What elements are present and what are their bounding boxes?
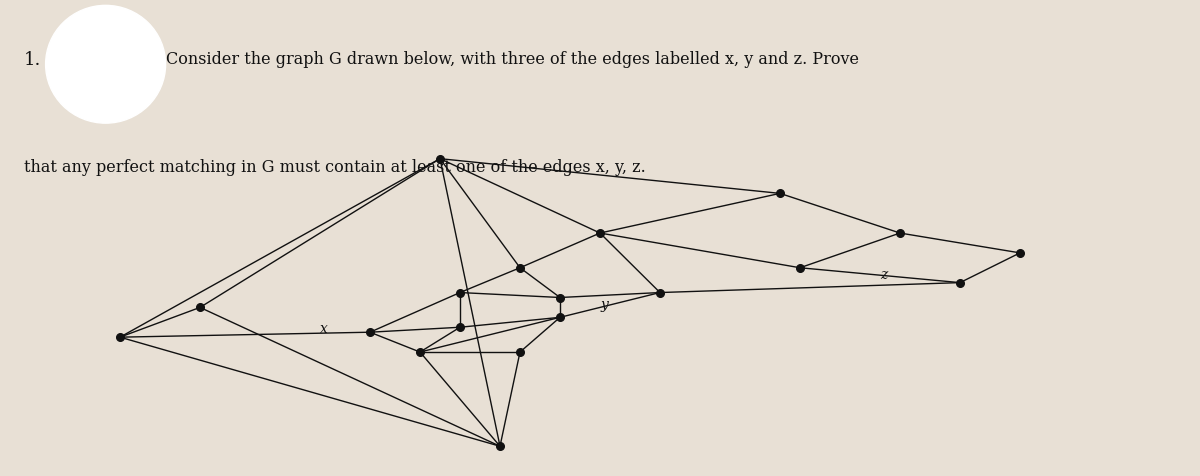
Ellipse shape — [46, 5, 166, 123]
Text: z: z — [881, 268, 888, 282]
Text: that any perfect matching in G must contain at least one of the edges x, y, z.: that any perfect matching in G must cont… — [24, 159, 646, 176]
Text: y: y — [600, 298, 608, 312]
Text: 1.: 1. — [24, 51, 41, 69]
Text: Consider the graph G drawn below, with three of the edges labelled x, y and z. P: Consider the graph G drawn below, with t… — [166, 51, 859, 69]
Text: x: x — [320, 322, 328, 336]
